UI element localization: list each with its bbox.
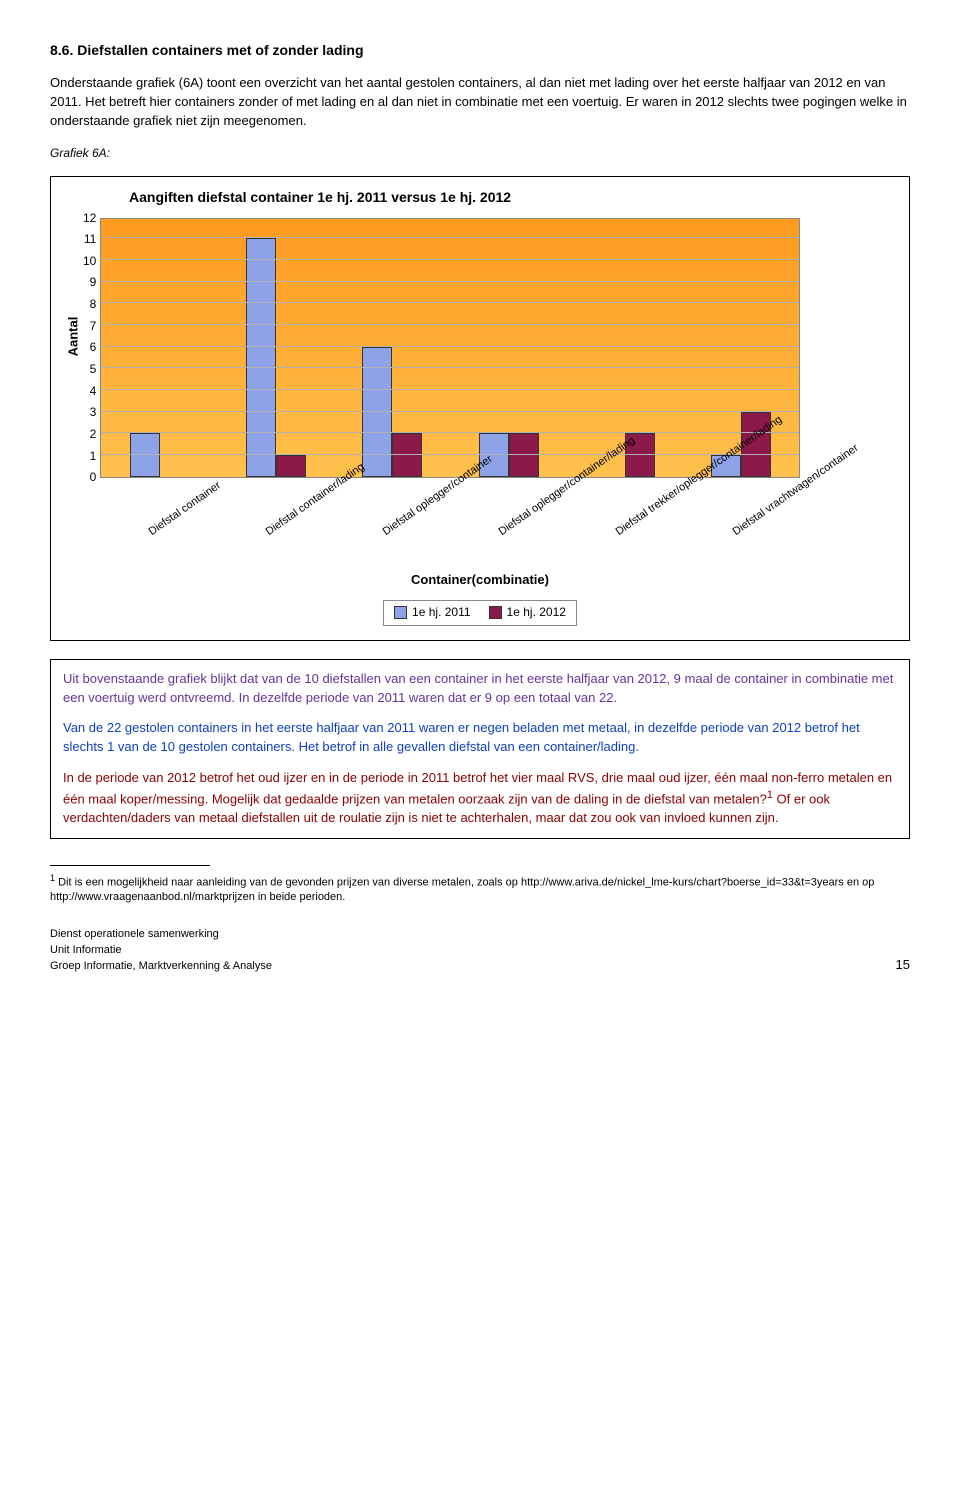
grid-line bbox=[101, 367, 799, 368]
grid-line bbox=[101, 389, 799, 390]
legend: 1e hj. 2011 1e hj. 2012 bbox=[383, 600, 577, 625]
intro-paragraph: Onderstaande grafiek (6A) toont een over… bbox=[50, 74, 910, 131]
grid-line bbox=[101, 302, 799, 303]
bar-group bbox=[240, 238, 312, 476]
bar bbox=[362, 347, 392, 477]
x-axis-title: Container(combinatie) bbox=[65, 571, 895, 590]
footer-left: Dienst operationele samenwerking Unit In… bbox=[50, 927, 272, 975]
page-number: 15 bbox=[896, 956, 910, 975]
grafiek-label: Grafiek 6A: bbox=[50, 145, 910, 162]
grid-line bbox=[101, 237, 799, 238]
x-label: Diefstal oplegger/container bbox=[380, 486, 448, 540]
grid-line bbox=[101, 346, 799, 347]
legend-label: 1e hj. 2011 bbox=[412, 604, 471, 621]
footer-line3: Groep Informatie, Marktverkenning & Anal… bbox=[50, 959, 272, 975]
footer-line1: Dienst operationele samenwerking bbox=[50, 927, 272, 943]
legend-item: 1e hj. 2012 bbox=[489, 604, 566, 621]
footnote: 1 Dit is een mogelijkheid naar aanleidin… bbox=[50, 872, 910, 905]
chart-title: Aangiften diefstal container 1e hj. 2011… bbox=[65, 187, 895, 207]
chart-container: Aangiften diefstal container 1e hj. 2011… bbox=[50, 176, 910, 640]
grid-line bbox=[101, 432, 799, 433]
analysis-p3: In de periode van 2012 betrof het oud ij… bbox=[63, 769, 897, 828]
section-heading: 8.6. Diefstallen containers met of zonde… bbox=[50, 40, 910, 60]
x-label: Diefstal oplegger/container/lading bbox=[496, 486, 564, 540]
bars-layer bbox=[101, 219, 799, 477]
page-footer: Dienst operationele samenwerking Unit In… bbox=[50, 927, 910, 975]
x-labels: Diefstal containerDiefstal container/lad… bbox=[111, 486, 811, 502]
legend-item: 1e hj. 2011 bbox=[394, 604, 471, 621]
grid-line bbox=[101, 259, 799, 260]
y-ticks: 1211109876543210 bbox=[83, 218, 100, 478]
x-label: Diefstal trekker/oplegger/container/ladi… bbox=[613, 486, 681, 540]
legend-swatch bbox=[489, 606, 502, 619]
grid-line bbox=[101, 281, 799, 282]
grid-line bbox=[101, 324, 799, 325]
x-label: Diefstal vrachtwagen/container bbox=[730, 486, 798, 540]
analysis-box: Uit bovenstaande grafiek blijkt dat van … bbox=[50, 659, 910, 839]
footnote-text: Dit is een mogelijkheid naar aanleiding … bbox=[50, 877, 874, 904]
analysis-p1: Uit bovenstaande grafiek blijkt dat van … bbox=[63, 670, 897, 708]
footer-line2: Unit Informatie bbox=[50, 943, 272, 959]
x-label: Diefstal container/lading bbox=[263, 486, 331, 540]
bar-group bbox=[356, 347, 428, 477]
legend-label: 1e hj. 2012 bbox=[507, 604, 566, 621]
analysis-p2: Van de 22 gestolen containers in het eer… bbox=[63, 719, 897, 757]
bar bbox=[246, 238, 276, 476]
x-label: Diefstal container bbox=[146, 486, 214, 540]
legend-swatch bbox=[394, 606, 407, 619]
plot-area bbox=[100, 218, 800, 478]
y-axis-label: Aantal bbox=[65, 339, 84, 357]
chart-body: Aantal 1211109876543210 bbox=[65, 218, 895, 478]
footnote-separator bbox=[50, 865, 210, 866]
bar bbox=[276, 455, 306, 477]
grid-line bbox=[101, 411, 799, 412]
grid-line bbox=[101, 454, 799, 455]
